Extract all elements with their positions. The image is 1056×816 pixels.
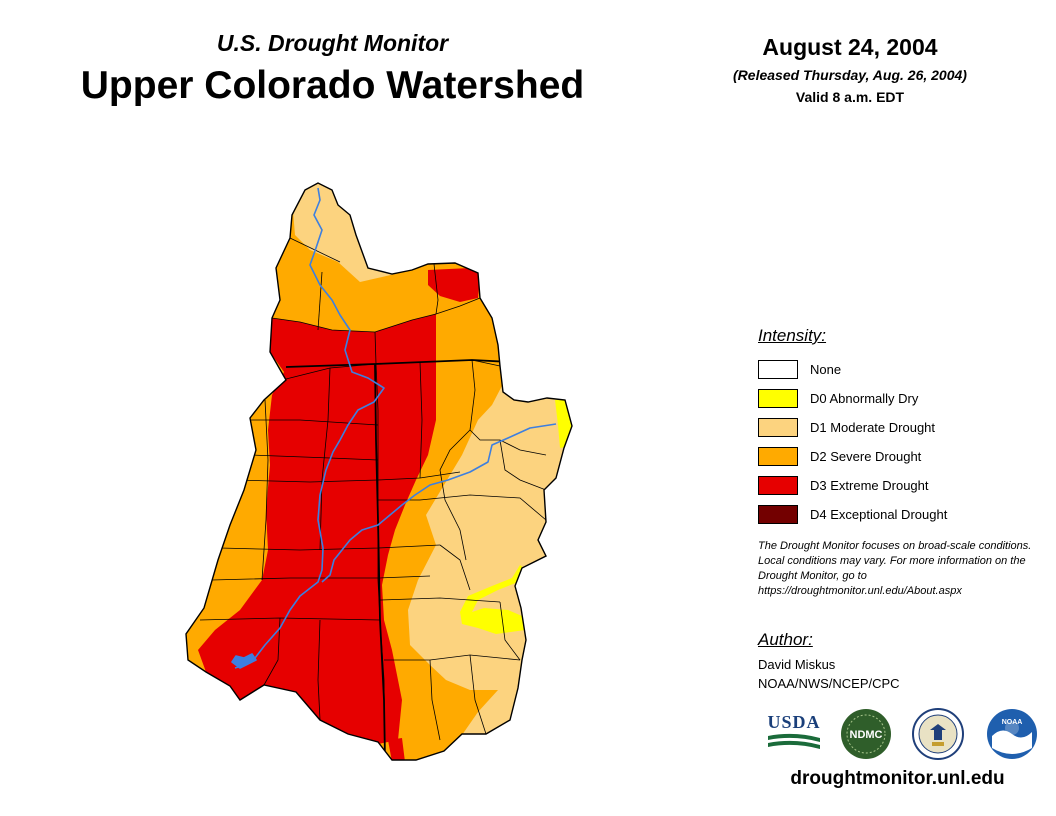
commerce-seal-icon xyxy=(912,708,964,760)
legend-item-d3: D3 Extreme Drought xyxy=(758,471,1028,500)
watershed-boundary xyxy=(185,182,573,761)
legend-item-none: None xyxy=(758,355,1028,384)
ndmc-logo: NDMC xyxy=(841,709,891,759)
legend-swatch-d4 xyxy=(758,505,798,524)
legend-label: D1 Moderate Drought xyxy=(810,420,936,435)
legend-swatch-d2 xyxy=(758,447,798,466)
author-title: Author: xyxy=(758,630,813,649)
map-title: Upper Colorado Watershed xyxy=(80,64,585,107)
map-date: August 24, 2004 xyxy=(762,34,938,60)
green-river xyxy=(234,187,385,669)
d1-moderate-drought-area-north xyxy=(290,183,395,282)
legend-item-d0: D0 Abnormally Dry xyxy=(758,384,1028,413)
usda-logo: USDA xyxy=(766,712,822,752)
legend-label: D0 Abnormally Dry xyxy=(810,391,919,406)
author-org: NOAA/NWS/NCEP/CPC xyxy=(758,676,900,691)
valid-time: Valid 8 a.m. EDT xyxy=(795,89,905,105)
colorado-river xyxy=(321,423,557,583)
noaa-logo: NOAA xyxy=(987,709,1037,759)
legend-swatch-none xyxy=(758,360,798,379)
legend-label: None xyxy=(810,362,842,377)
d0-abnormally-dry-area-southeast xyxy=(460,565,526,634)
noaa-logo-text: NOAA xyxy=(1002,719,1023,726)
map-subtitle: U.S. Drought Monitor xyxy=(216,30,449,56)
legend-label: D4 Exceptional Drought xyxy=(810,507,948,522)
legend-label: D3 Extreme Drought xyxy=(810,478,929,493)
legend-swatch-d3 xyxy=(758,476,798,495)
legend-item-d2: D2 Severe Drought xyxy=(758,442,1028,471)
legend-swatch-d0 xyxy=(758,389,798,408)
disclaimer-note: The Drought Monitor focuses on broad-sca… xyxy=(758,540,1032,597)
river-network xyxy=(231,187,557,669)
ndmc-logo-text: NDMC xyxy=(850,729,883,741)
release-date: (Released Thursday, Aug. 26, 2004) xyxy=(733,67,967,83)
legend-label: D2 Severe Drought xyxy=(810,449,922,464)
d3-extreme-drought-area-south xyxy=(388,738,405,760)
usda-logo-text: USDA xyxy=(767,712,821,732)
website-url[interactable]: droughtmonitor.unl.edu xyxy=(790,768,1005,789)
legend-item-d1: D1 Moderate Drought xyxy=(758,413,1028,442)
author-name: David Miskus xyxy=(758,657,836,672)
legend-item-d4: D4 Exceptional Drought xyxy=(758,500,1028,529)
lake-powell xyxy=(231,653,257,669)
d3-extreme-drought-area-northeast xyxy=(428,268,480,302)
usda-logo-stripes-icon xyxy=(768,733,820,749)
legend-swatch-d1 xyxy=(758,418,798,437)
legend-title: Intensity: xyxy=(758,326,827,345)
legend: None D0 Abnormally Dry D1 Moderate Droug… xyxy=(758,355,1028,529)
state-boundaries xyxy=(285,359,511,760)
